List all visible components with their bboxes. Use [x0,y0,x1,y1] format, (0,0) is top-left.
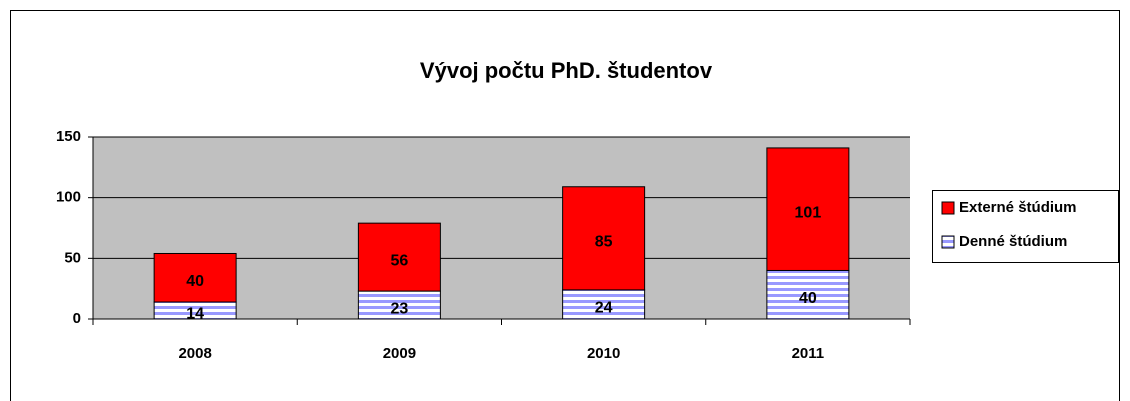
data-label: 24 [595,300,613,317]
data-label: 40 [186,273,204,290]
data-label: 14 [186,306,204,323]
chart-title: Vývoj počtu PhD. študentov [420,58,713,83]
bar-segment [153,252,237,303]
legend-label: Externé štúdium [959,199,1077,216]
data-label: 40 [799,290,817,307]
y-tick-label: 150 [56,128,81,145]
bar-segment [562,289,646,320]
x-tick-label: 2008 [178,345,211,362]
data-label: 101 [795,204,822,221]
legend-swatch [941,201,955,215]
legend-swatch [941,235,955,249]
x-tick-label: 2009 [383,345,416,362]
x-tick-label: 2011 [792,345,825,362]
data-label: 85 [595,234,613,251]
bar-segment [766,147,850,271]
bar-segment [766,269,850,320]
y-tick-label: 50 [64,249,81,266]
legend [932,190,1119,263]
data-label: 23 [390,300,408,317]
data-label: 56 [390,252,408,269]
bar-segment [357,222,441,292]
bar-segment [357,290,441,320]
bar-segment [562,186,646,291]
y-tick-label: 100 [56,189,81,206]
y-tick-label: 0 [73,310,81,327]
x-tick-label: 2010 [587,345,620,362]
legend-label: Denné štúdium [959,233,1067,250]
